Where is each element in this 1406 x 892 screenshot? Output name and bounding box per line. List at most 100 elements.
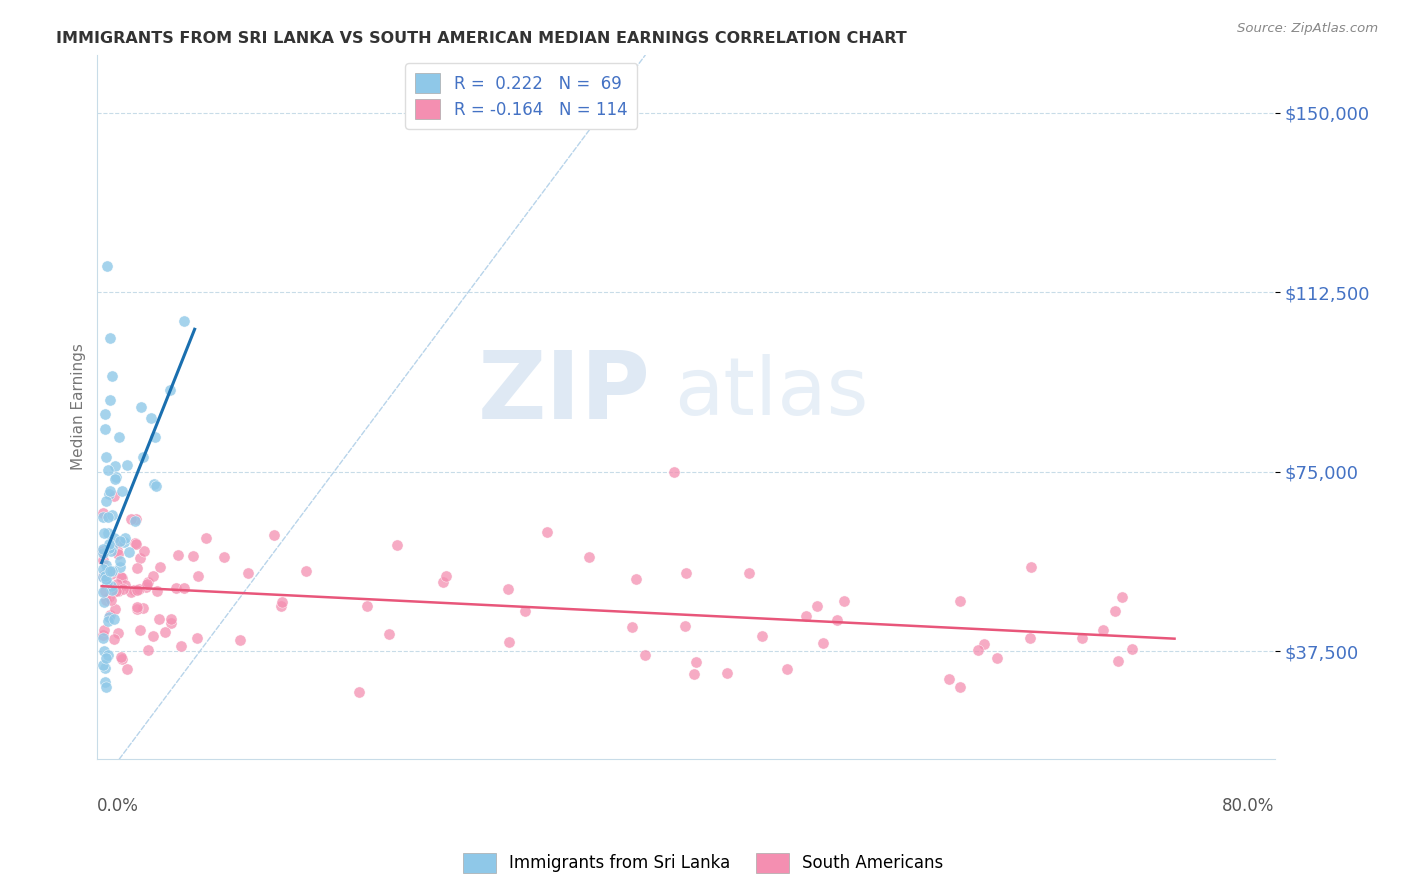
Text: ZIP: ZIP [478,347,651,439]
Point [124,535,146,549]
Point [1021,560,1043,574]
Point [93,421,115,435]
Point [132,601,155,615]
Point [94,450,117,465]
Point [1092,623,1115,637]
Point [108,430,131,444]
Point [100,593,122,607]
Point [91,628,114,642]
Point [94,569,117,583]
Point [129,400,152,414]
Point [124,537,146,551]
Point [166,548,188,562]
Text: 0.0%: 0.0% [97,797,139,815]
Point [385,538,408,552]
Point [105,577,128,591]
Point [685,656,707,670]
Point [1107,654,1129,668]
Point [110,570,132,584]
Point [966,642,988,657]
Point [93,542,115,557]
Point [104,459,127,474]
Point [91,562,114,576]
Point [108,554,131,568]
Point [938,672,960,686]
Point [135,580,157,594]
Point [1070,632,1092,646]
Point [104,602,127,616]
Point [98,607,121,622]
Point [122,582,145,597]
Point [127,582,149,597]
Point [356,599,378,613]
Point [236,566,259,580]
Point [100,566,122,581]
Point [120,512,142,526]
Point [673,619,696,633]
Point [97,510,120,524]
Point [173,581,195,595]
Point [270,599,292,613]
Point [101,583,124,598]
Point [434,569,457,583]
Point [620,620,643,634]
Text: 80.0%: 80.0% [1222,797,1275,815]
Point [107,535,129,549]
Point [115,458,138,473]
Point [295,564,318,578]
Point [132,450,155,464]
Point [97,614,120,628]
Point [97,463,120,477]
Point [1104,604,1126,618]
Point [159,616,181,631]
Point [1121,641,1143,656]
Point [103,489,125,503]
Point [513,604,536,618]
Point [129,550,152,565]
Point [118,545,141,559]
Point [103,612,125,626]
Point [115,662,138,676]
Point [125,511,148,525]
Point [498,582,520,597]
Point [94,584,117,599]
Point [806,599,828,613]
Point [107,584,129,599]
Point [98,330,121,344]
Point [96,576,118,591]
Point [347,685,370,699]
Point [124,514,146,528]
Point [94,558,117,572]
Point [794,608,817,623]
Point [93,623,115,637]
Point [187,569,209,583]
Point [111,483,134,498]
Point [96,562,118,576]
Point [93,407,115,421]
Point [536,525,558,540]
Point [120,585,142,599]
Point [104,472,127,486]
Point [98,392,121,407]
Point [125,599,148,614]
Point [112,535,135,549]
Point [107,547,129,561]
Point [148,612,170,626]
Point [143,430,166,444]
Point [832,594,855,608]
Point [91,569,114,583]
Point [145,479,167,493]
Point [114,531,136,545]
Point [107,543,129,558]
Point [100,565,122,579]
Point [101,540,124,554]
Point [97,525,120,540]
Point [634,648,657,662]
Point [716,665,738,680]
Point [91,570,114,584]
Point [149,559,172,574]
Y-axis label: Median Earnings: Median Earnings [72,343,86,470]
Point [675,566,697,580]
Point [143,476,166,491]
Point [94,680,117,694]
